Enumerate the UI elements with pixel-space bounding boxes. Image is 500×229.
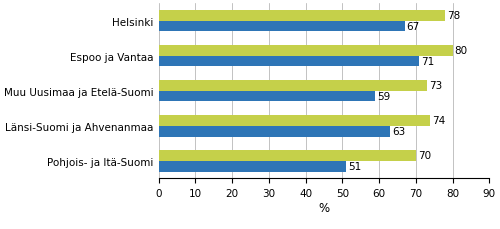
Text: 74: 74 (432, 116, 446, 126)
Bar (158, 126, 390, 137)
Bar (158, 161, 346, 172)
Bar (158, 46, 453, 56)
Text: 51: 51 (348, 162, 361, 172)
Text: 71: 71 (422, 57, 434, 67)
Bar (158, 150, 416, 161)
Bar (158, 57, 420, 67)
X-axis label: %: % (318, 201, 330, 214)
Bar (158, 92, 376, 102)
Text: 70: 70 (418, 151, 431, 161)
Bar (158, 11, 445, 22)
Text: 73: 73 (428, 81, 442, 91)
Text: 59: 59 (377, 92, 390, 102)
Bar (158, 22, 405, 32)
Text: 78: 78 (447, 11, 460, 21)
Text: 80: 80 (454, 46, 468, 56)
Text: 67: 67 (406, 22, 420, 32)
Bar (158, 81, 427, 91)
Bar (158, 116, 430, 126)
Text: 63: 63 (392, 127, 405, 137)
